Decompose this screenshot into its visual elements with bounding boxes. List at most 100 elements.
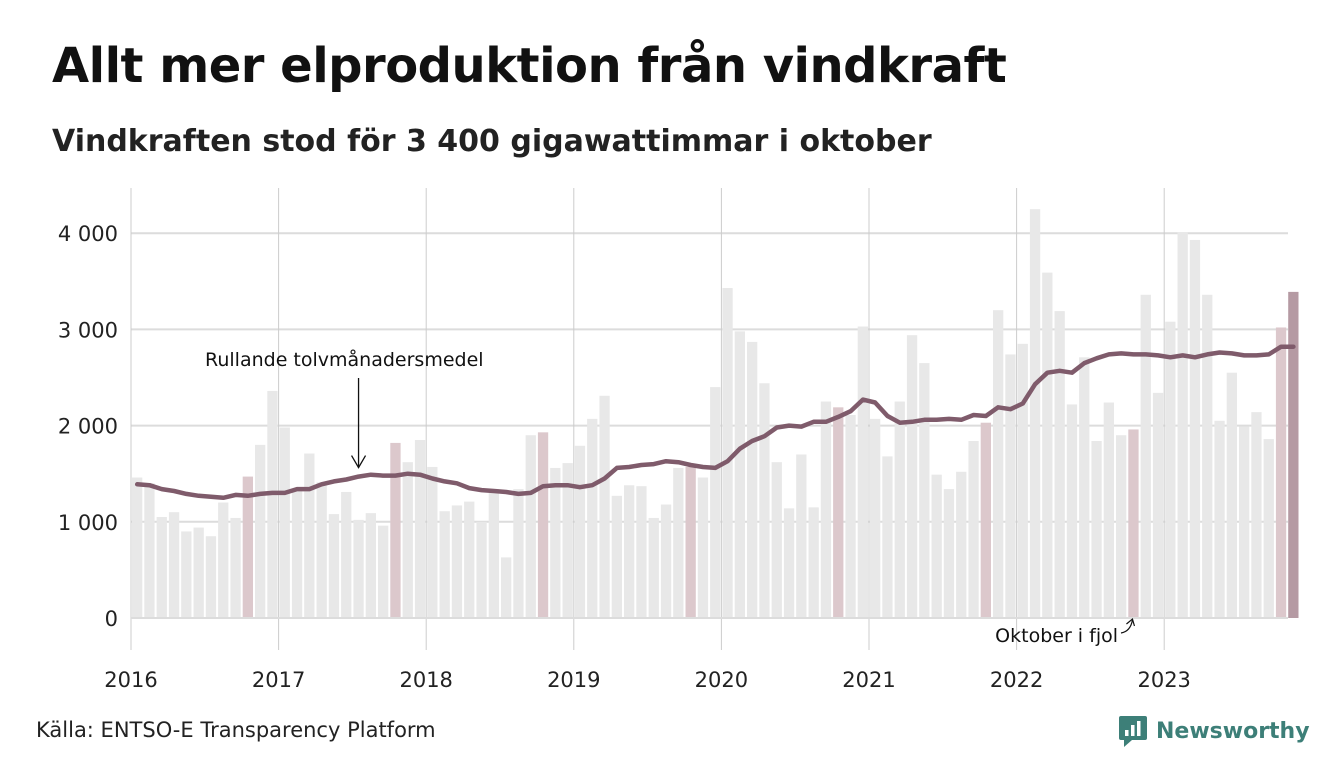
- bar: [956, 471, 967, 618]
- bar: [353, 519, 364, 618]
- x-tick-label: 2016: [104, 668, 157, 692]
- y-tick-label: 1 000: [58, 511, 118, 535]
- x-tick-label: 2021: [842, 668, 895, 692]
- bar: [1239, 426, 1250, 618]
- bar: [734, 331, 745, 618]
- bar: [218, 502, 229, 618]
- bar: [513, 489, 524, 618]
- bar: [1054, 311, 1065, 618]
- bar: [1251, 412, 1262, 618]
- bar: [574, 445, 586, 618]
- bar: [365, 513, 376, 618]
- bar: [144, 483, 155, 618]
- x-tick-label: 2017: [252, 668, 305, 692]
- bar: [439, 511, 450, 618]
- bar: [980, 422, 991, 618]
- bar: [414, 440, 426, 618]
- bar: [1202, 294, 1213, 618]
- bar: [1079, 357, 1090, 618]
- bar: [267, 390, 278, 618]
- bar: [894, 401, 905, 618]
- bar: [378, 525, 389, 618]
- bar: [919, 363, 930, 618]
- bar: [722, 288, 733, 618]
- bar: [747, 341, 758, 618]
- x-tick-label: 2022: [990, 668, 1043, 692]
- source-note: Källa: ENTSO-E Transparency Platform: [36, 718, 436, 742]
- bar: [906, 335, 918, 618]
- annotation-curve-arrowhead: [1126, 617, 1136, 627]
- bar: [1017, 343, 1028, 618]
- bar: [857, 326, 868, 618]
- bar: [882, 456, 893, 618]
- bar: [1116, 435, 1127, 618]
- bar: [181, 531, 192, 618]
- bar: [624, 485, 635, 618]
- bar: [525, 435, 536, 618]
- bar: [1103, 402, 1114, 618]
- bar: [1165, 321, 1176, 618]
- bar: [673, 467, 684, 618]
- y-tick-label: 4 000: [58, 222, 118, 246]
- bar: [279, 427, 290, 618]
- x-tick-label: 2019: [547, 668, 600, 692]
- chart-title: Allt mer elproduktion från vindkraft: [52, 38, 1007, 94]
- bar: [242, 476, 253, 618]
- bar: [931, 474, 942, 618]
- x-tick-label: 2018: [399, 668, 452, 692]
- bar: [1152, 392, 1164, 618]
- bar: [636, 486, 647, 618]
- bar: [488, 489, 499, 618]
- bar: [193, 527, 204, 618]
- bar: [168, 512, 180, 618]
- brand-logo: Newsworthy: [1118, 714, 1310, 748]
- bar: [1005, 354, 1016, 618]
- bar: [1226, 372, 1237, 618]
- bar: [1066, 404, 1078, 618]
- bar: [1288, 291, 1299, 618]
- bar: [1128, 429, 1139, 618]
- bar: [648, 517, 659, 618]
- bar: [501, 557, 512, 618]
- bar: [390, 442, 401, 618]
- bar: [1214, 420, 1225, 618]
- bar: [1029, 209, 1041, 618]
- bar: [427, 466, 438, 618]
- bar: [304, 453, 315, 618]
- bar: [845, 415, 856, 618]
- annotation-last-october: Oktober i fjol: [995, 625, 1118, 647]
- bar: [710, 387, 721, 618]
- y-tick-label: 0: [105, 607, 118, 631]
- bar: [476, 521, 487, 618]
- bar: [685, 466, 696, 618]
- bar: [833, 407, 844, 618]
- bar: [820, 401, 832, 618]
- bar: [230, 517, 241, 618]
- bar: [328, 514, 340, 618]
- rolling-average-line: [134, 344, 1296, 501]
- bar: [1177, 232, 1188, 618]
- bar: [611, 495, 622, 618]
- bar: [550, 467, 561, 618]
- bar: [1140, 294, 1151, 618]
- y-tick-label: 3 000: [58, 318, 118, 342]
- bar: [943, 489, 955, 618]
- annotation-arrowhead: [350, 455, 367, 469]
- bar: [870, 418, 881, 618]
- x-tick-label: 2020: [695, 668, 748, 692]
- bar: [316, 482, 327, 618]
- bar: [537, 432, 549, 618]
- annotation-curve-arrow: [1120, 619, 1134, 634]
- bar: [156, 516, 167, 618]
- bar: [660, 504, 672, 618]
- bar: [464, 501, 475, 618]
- bar: [796, 454, 807, 618]
- brand-name: Newsworthy: [1156, 718, 1310, 744]
- bar: [1263, 439, 1274, 618]
- bar: [968, 440, 979, 618]
- bar: [599, 395, 610, 618]
- bar: [783, 508, 795, 618]
- x-tick-label: 2023: [1137, 668, 1190, 692]
- bar: [697, 477, 709, 618]
- bar: [402, 462, 413, 618]
